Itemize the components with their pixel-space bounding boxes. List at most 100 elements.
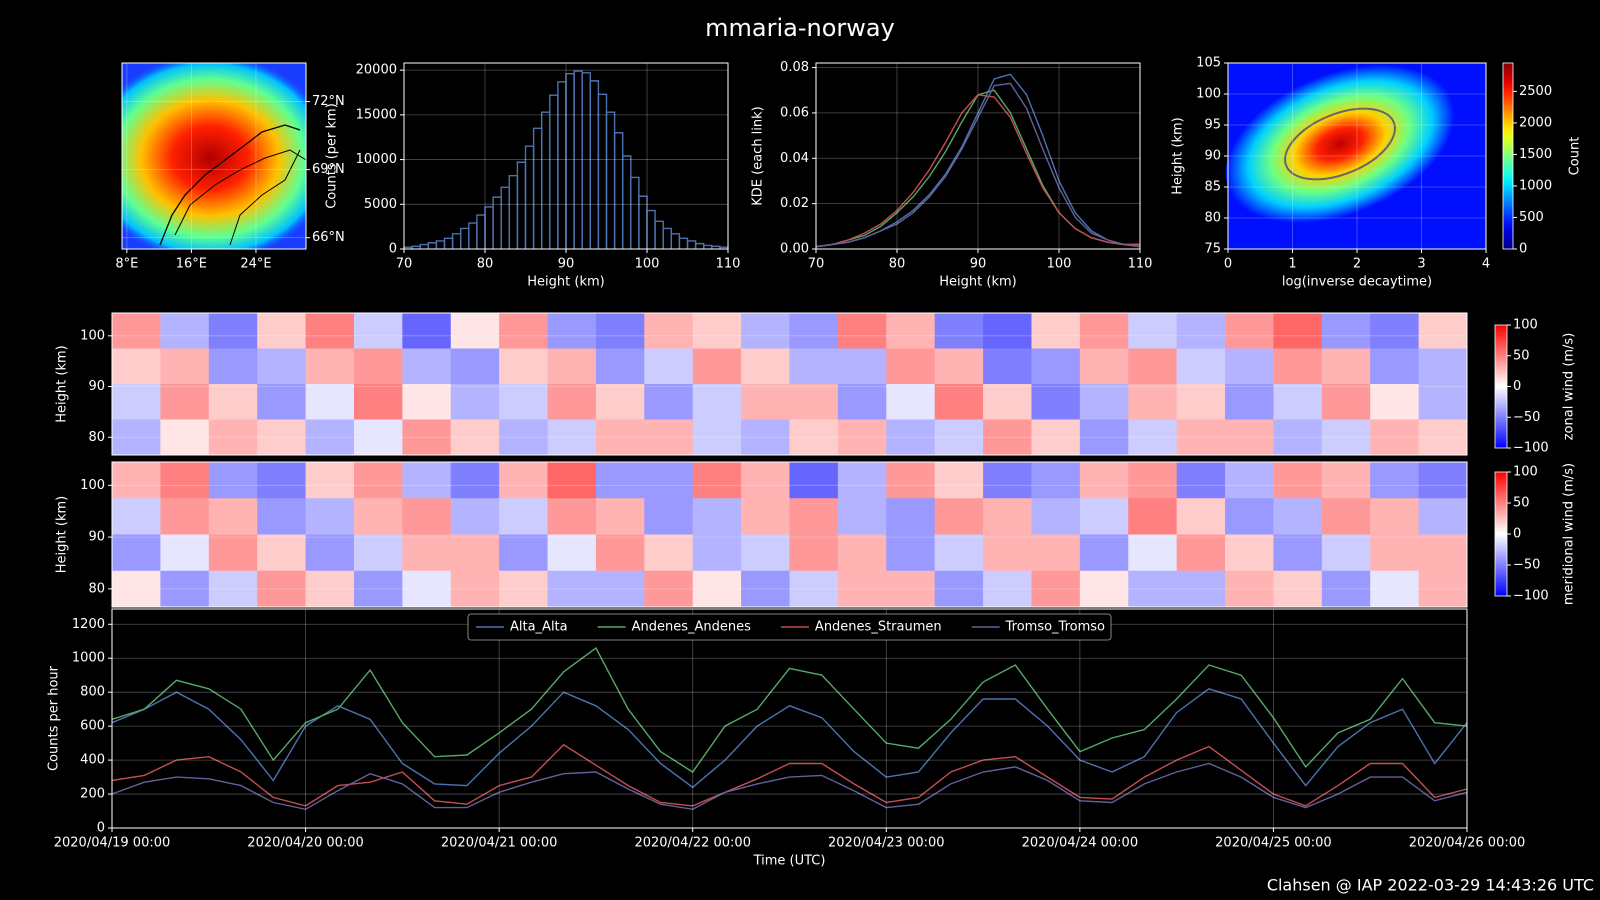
heatmap-cell [934, 462, 984, 499]
y-tick-label: 600 [80, 719, 105, 734]
heatmap-cell [644, 348, 694, 385]
y-tick-label: 0.06 [780, 105, 809, 120]
heatmap-cell [1031, 348, 1081, 385]
heatmap-cell [112, 498, 161, 535]
x-tick-label: 2020/04/23 00:00 [828, 836, 945, 851]
x-tick-label: 2020/04/25 00:00 [1215, 836, 1332, 851]
heatmap-cell [160, 313, 210, 349]
heatmap-cell [499, 462, 549, 499]
heatmap-cell [499, 384, 549, 420]
y-tick-label: 0.08 [780, 60, 809, 75]
heatmap-cell [499, 570, 549, 608]
x-tick-label: 0 [1224, 257, 1232, 272]
heatmap-cell [450, 348, 500, 385]
heatmap-cell [499, 534, 549, 572]
y-axis-label: KDE (each link) [751, 106, 766, 206]
heatmap-cell [741, 313, 790, 349]
colorbar-tick-label: 100 [1513, 465, 1538, 480]
colorbar-tick-label: 0 [1519, 242, 1527, 257]
heatmap-cell [450, 462, 500, 499]
heatmap-cell [547, 348, 597, 385]
heatmap-cell [353, 419, 403, 456]
heatmap-cell [644, 419, 694, 456]
y-tick-label: 69°N [312, 162, 345, 177]
heatmap-cell [1321, 570, 1371, 608]
heatmap-cell [1128, 313, 1178, 349]
x-tick-label: 100 [1047, 257, 1072, 272]
legend-label: Andenes_Straumen [815, 620, 942, 635]
heatmap-cell [983, 419, 1032, 456]
x-tick-label: 4 [1482, 257, 1490, 272]
heatmap-cell [934, 348, 984, 385]
heatmap-cell [741, 384, 790, 420]
x-tick-label: 8°E [115, 257, 138, 272]
heatmap-cell [595, 313, 645, 349]
heatmap-cell [983, 384, 1032, 420]
heatmap-cell [644, 534, 694, 572]
heatmap-cell [692, 313, 742, 349]
heatmap-cell [402, 419, 452, 456]
heatmap-cell [1273, 534, 1323, 572]
heatmap-cell [257, 498, 307, 535]
y-tick-label: 0.04 [780, 151, 809, 166]
colorbar-tick-label: 0 [1513, 379, 1521, 394]
heatmap-cell [1128, 384, 1178, 420]
x-tick-label: 16°E [176, 257, 207, 272]
heatmap-cell [886, 313, 936, 349]
y-tick-label: 0 [97, 821, 105, 836]
y-tick-label: 800 [80, 685, 105, 700]
legend-label: Andenes_Andenes [632, 620, 752, 635]
heatmap-cell [450, 384, 500, 420]
heatmap-cell [160, 348, 210, 385]
colorbar-label: meridional wind (m/s) [1562, 463, 1577, 605]
heatmap-cell [983, 348, 1032, 385]
heatmap-cell [595, 570, 645, 608]
heatmap-cell [692, 384, 742, 420]
x-tick-label: 2020/04/26 00:00 [1409, 836, 1526, 851]
heatmap-cell [1079, 348, 1129, 385]
heatmap-cell [1128, 534, 1178, 572]
series-line [111, 762, 1468, 811]
plot-frame [111, 312, 1468, 456]
heatmap-cell [112, 313, 161, 349]
x-axis-label: log(inverse decaytime) [1282, 275, 1432, 290]
colorbar-tick-label: 1000 [1519, 178, 1552, 193]
heatmap-cell [112, 534, 161, 572]
heatmap-cell [160, 570, 210, 608]
heatmap-cell [1079, 534, 1129, 572]
heatmap-cell [402, 313, 452, 349]
heatmap-cell [934, 534, 984, 572]
heatmap-cell [595, 498, 645, 535]
y-axis-label: Counts per hour [47, 665, 62, 771]
colorbar-tick-label: 500 [1519, 210, 1544, 225]
colorbar [1494, 324, 1508, 449]
heatmap-cell [402, 534, 452, 572]
heatmap-cell [789, 384, 839, 420]
heatmap-cell [402, 348, 452, 385]
x-tick-label: 90 [970, 257, 987, 272]
heatmap-cell [983, 462, 1032, 499]
heatmap-cell [547, 570, 597, 608]
heatmap-cell [1176, 498, 1226, 535]
heatmap-cell [499, 313, 549, 349]
heatmap-cell [1225, 498, 1274, 535]
x-tick-label: 90 [558, 257, 575, 272]
heatmap-cell [692, 534, 742, 572]
heatmap-cell [741, 498, 790, 535]
heatmap-cell [1079, 419, 1129, 456]
heatmap-cell [257, 384, 307, 420]
heatmap-cell [547, 534, 597, 572]
heatmap-cell [1128, 570, 1178, 608]
heatmap-cell [1321, 384, 1371, 420]
heatmap-cell [257, 419, 307, 456]
series-line [111, 688, 1468, 789]
heatmap-cell [934, 313, 984, 349]
heatmap-cell [837, 570, 887, 608]
heatmap-cell [789, 348, 839, 385]
heatmap-cell [595, 534, 645, 572]
heatmap-cell [1225, 534, 1274, 572]
heatmap-cell [160, 498, 210, 535]
legend-label: Alta_Alta [510, 620, 568, 635]
heatmap-cell [112, 419, 161, 456]
heatmap-cell [983, 570, 1032, 608]
